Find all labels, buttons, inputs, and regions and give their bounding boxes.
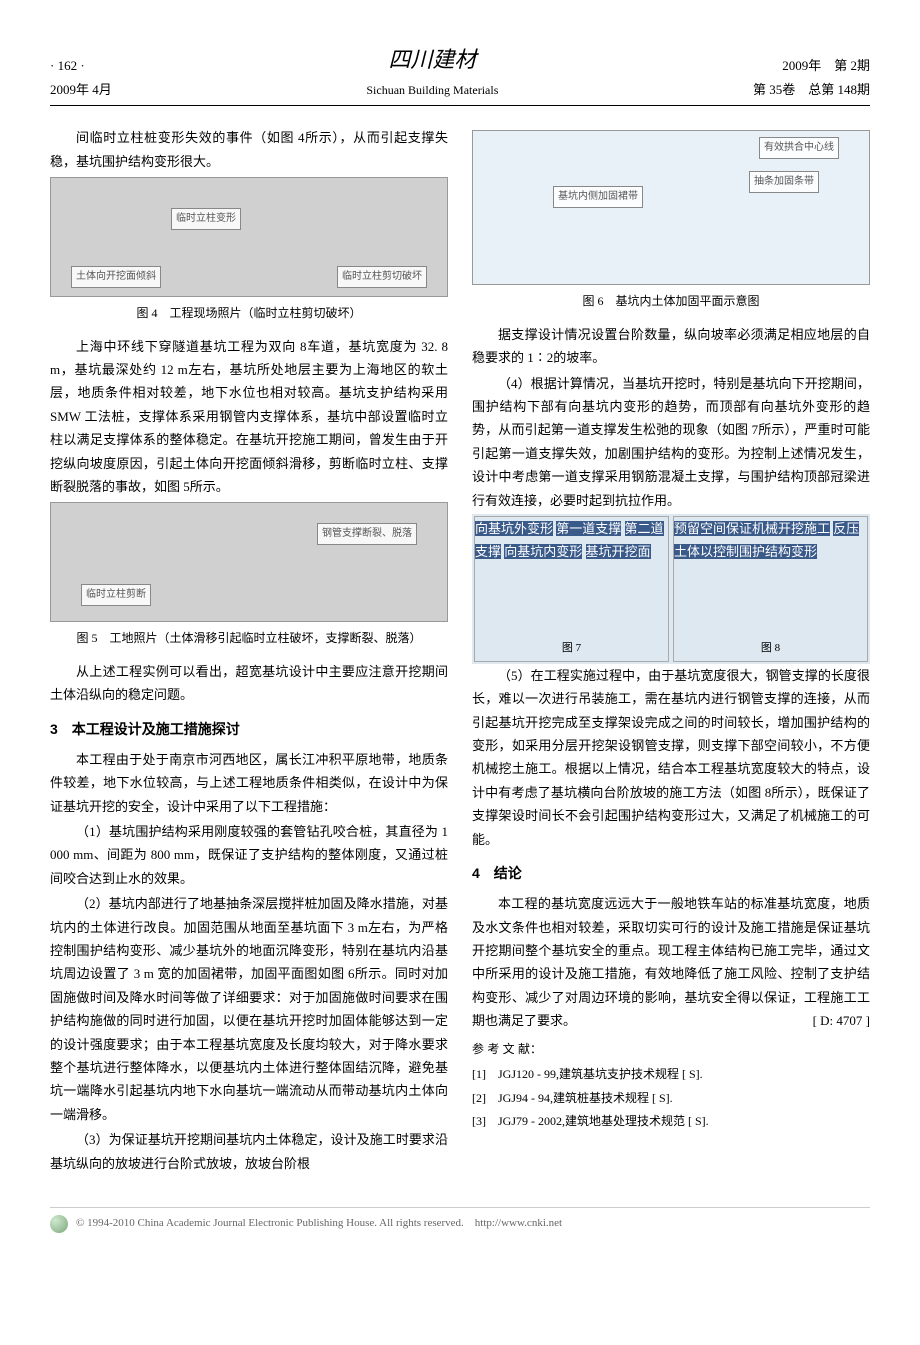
para-r2: （4）根据计算情况，当基坑开挖时，特别是基坑向下开挖期间，围护结构下部有向基坑内… bbox=[472, 372, 870, 512]
fig6-label-c: 基坑内侧加固裙带 bbox=[553, 186, 643, 208]
para-l2: 上海中环线下穿隧道基坑工程为双向 8车道，基坑宽度为 32. 8 m，基坑最深处… bbox=[50, 335, 448, 499]
footer-text: © 1994-2010 China Academic Journal Elect… bbox=[76, 1214, 562, 1234]
fig6-caption: 图 6 基坑内土体加固平面示意图 bbox=[472, 291, 870, 313]
fig4-caption: 图 4 工程现场照片（临时立柱剪切破坏） bbox=[50, 303, 448, 325]
header-issue: 2009年 第 2期 bbox=[753, 54, 870, 77]
fig6-label-a: 有效拱合中心线 bbox=[759, 137, 839, 159]
para-r4: 本工程的基坑宽度远远大于一般地铁车站的标准基坑宽度，地质及水文条件也相对较差，采… bbox=[472, 892, 870, 1032]
para-l1: 间临时立柱桩变形失效的事件（如图 4所示），从而引起支撑失稳，基坑围护结构变形很… bbox=[50, 126, 448, 173]
right-column: 有效拱合中心线 抽条加固条带 基坑内侧加固裙带 图 6 基坑内土体加固平面示意图… bbox=[472, 126, 870, 1177]
para-l4: 本工程由于处于南京市河西地区，属长江冲积平原地带，地质条件较差，地下水位较高，与… bbox=[50, 748, 448, 818]
para-l7: （3）为保证基坑开挖期间基坑内土体稳定，设计及施工时要求沿基坑纵向的放坡进行台阶… bbox=[50, 1128, 448, 1175]
page-header: 162 2009年 4月 四川建材 Sichuan Building Mater… bbox=[50, 40, 870, 106]
journal-title-cn: 四川建材 bbox=[112, 40, 753, 80]
fig7-caption: 图 7 bbox=[475, 637, 668, 659]
fig4-label-a: 临时立柱变形 bbox=[171, 208, 241, 230]
journal-title-en: Sichuan Building Materials bbox=[112, 80, 753, 102]
header-date: 2009年 4月 bbox=[50, 78, 112, 101]
fig5-caption: 图 5 工地照片（土体滑移引起临时立柱破坏，支撑断裂、脱落） bbox=[50, 628, 448, 650]
references-list: [1] JGJ120 - 99,建筑基坑支护技术规程 [ S]. [2] JGJ… bbox=[472, 1064, 870, 1133]
two-column-content: 间临时立柱桩变形失效的事件（如图 4所示），从而引起支撑失稳，基坑围护结构变形很… bbox=[50, 126, 870, 1177]
para-l6: （2）基坑内部进行了地基抽条深层搅拌桩加固及降水措施，对基坑内的土体进行改良。加… bbox=[50, 892, 448, 1126]
section-3-heading: 3 本工程设计及施工措施探讨 bbox=[50, 717, 448, 742]
fig8-caption: 图 8 bbox=[674, 637, 867, 659]
fig4-label-b: 土体向开挖面倾斜 bbox=[71, 266, 161, 288]
header-volume: 第 35卷 总第 148期 bbox=[753, 78, 870, 101]
figure-4: 临时立柱变形 土体向开挖面倾斜 临时立柱剪切破坏 bbox=[50, 177, 448, 297]
figure-5: 钢管支撑断裂、脱落 临时立柱剪断 bbox=[50, 502, 448, 622]
section-4-heading: 4 结论 bbox=[472, 861, 870, 886]
page-number: 162 bbox=[50, 58, 85, 73]
fig8-label-a: 预留空间保证机械开挖施工 bbox=[674, 521, 830, 536]
figure-7-8: 向基坑外变形 第一道支撑 第二道支撑 向基坑内变形 基坑开挖面 图 7 预留空间… bbox=[472, 514, 870, 664]
para-r1: 据支撑设计情况设置台阶数量，纵向坡率必须满足相应地层的自稳要求的 1∶2的坡率。 bbox=[472, 323, 870, 370]
fig7-label-a: 向基坑外变形 bbox=[475, 521, 553, 536]
fig6-label-b: 抽条加固条带 bbox=[749, 171, 819, 193]
fig7-label-b: 第一道支撑 bbox=[556, 521, 621, 536]
doi-code: [ D: 4707 ] bbox=[787, 1009, 870, 1032]
figure-7: 向基坑外变形 第一道支撑 第二道支撑 向基坑内变形 基坑开挖面 图 7 bbox=[474, 516, 669, 662]
ref-2: [2] JGJ94 - 94,建筑桩基技术规程 [ S]. bbox=[472, 1088, 870, 1110]
para-r3: （5）在工程实施过程中，由于基坑宽度很大，钢管支撑的长度很长，难以一次进行吊装施… bbox=[472, 664, 870, 851]
header-center: 四川建材 Sichuan Building Materials bbox=[112, 40, 753, 101]
fig5-label-a: 钢管支撑断裂、脱落 bbox=[317, 523, 417, 545]
fig5-label-b: 临时立柱剪断 bbox=[81, 584, 151, 606]
para-l5: （1）基坑围护结构采用刚度较强的套管钻孔咬合桩，其直径为 1 000 mm、间距… bbox=[50, 820, 448, 890]
figure-8: 预留空间保证机械开挖施工 反压土体以控制围护结构变形 图 8 bbox=[673, 516, 868, 662]
cnki-icon bbox=[50, 1215, 68, 1233]
references-heading: 参 考 文 献： bbox=[472, 1039, 870, 1061]
para-l3: 从上述工程实例可以看出，超宽基坑设计中主要应注意开挖期间土体沿纵向的稳定问题。 bbox=[50, 660, 448, 707]
fig4-label-c: 临时立柱剪切破坏 bbox=[337, 266, 427, 288]
fig7-label-d: 向基坑内变形 bbox=[504, 544, 582, 559]
ref-3: [3] JGJ79 - 2002,建筑地基处理技术规范 [ S]. bbox=[472, 1111, 870, 1133]
header-right: 2009年 第 2期 第 35卷 总第 148期 bbox=[753, 54, 870, 101]
figure-6: 有效拱合中心线 抽条加固条带 基坑内侧加固裙带 bbox=[472, 130, 870, 285]
page-footer: © 1994-2010 China Academic Journal Elect… bbox=[50, 1207, 870, 1234]
left-column: 间临时立柱桩变形失效的事件（如图 4所示），从而引起支撑失稳，基坑围护结构变形很… bbox=[50, 126, 448, 1177]
para-r4-text: 本工程的基坑宽度远远大于一般地铁车站的标准基坑宽度，地质及水文条件也相对较差，采… bbox=[472, 896, 870, 1028]
fig7-label-e: 基坑开挖面 bbox=[586, 544, 651, 559]
ref-1: [1] JGJ120 - 99,建筑基坑支护技术规程 [ S]. bbox=[472, 1064, 870, 1086]
header-left: 162 2009年 4月 bbox=[50, 54, 112, 101]
